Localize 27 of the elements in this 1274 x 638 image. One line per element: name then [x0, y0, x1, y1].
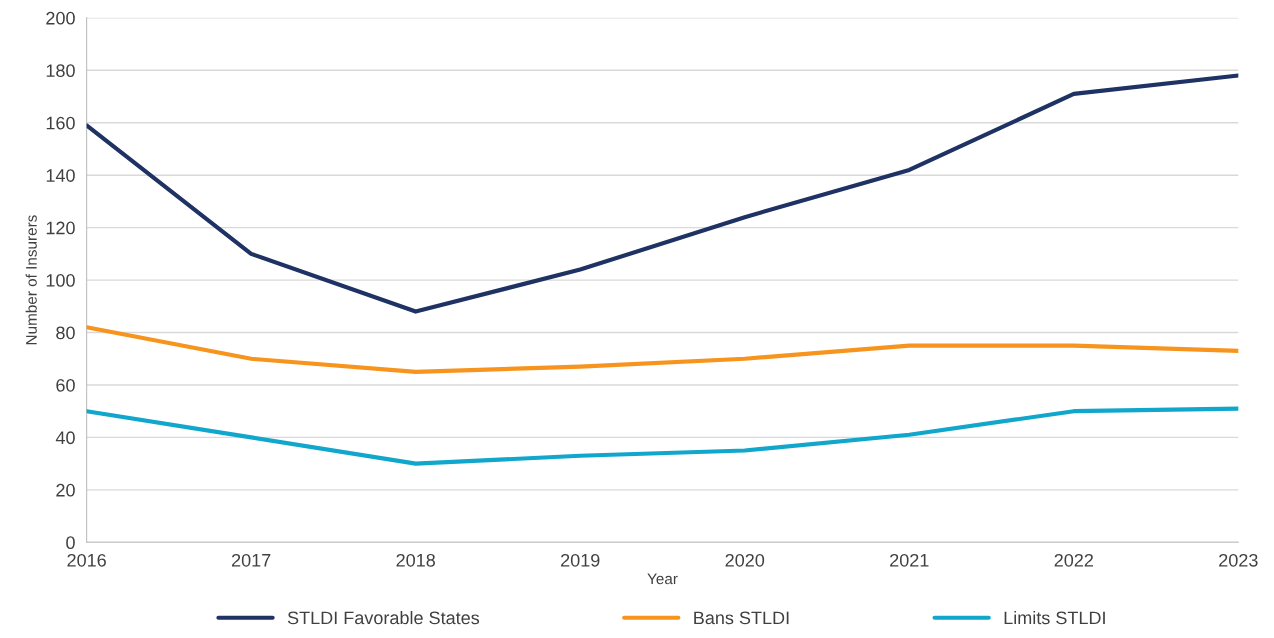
y-tick-label: 80: [56, 326, 75, 340]
y-tick-label: 100: [46, 274, 75, 287]
x-tick-label: 2016: [67, 553, 106, 567]
x-tick-label: 2017: [231, 553, 271, 567]
y-tick-label: 0: [66, 536, 75, 550]
line-series: [86, 73, 1239, 314]
x-tick-label: 2019: [561, 553, 600, 567]
legend-label: STLDI Favorable States: [287, 610, 480, 625]
line-series: [86, 406, 1239, 466]
y-tick-label: 140: [46, 169, 75, 182]
legend-label: Bans STLDI: [694, 611, 789, 625]
y-tick-label: 40: [55, 431, 75, 445]
legend-label: Limits STLDI: [1004, 610, 1105, 625]
x-tick-label: 2020: [725, 553, 765, 567]
x-tick-label: 2021: [890, 553, 929, 567]
y-tick-label: 160: [46, 116, 75, 130]
y-axis-title: Number of Insurers: [25, 215, 37, 345]
line-series: [86, 325, 1239, 374]
y-tick-label: 200: [46, 11, 75, 25]
y-tick-label: 120: [46, 221, 75, 235]
y-tick-label: 20: [56, 483, 75, 497]
y-tick-label: 60: [56, 378, 75, 392]
x-tick-label: 2022: [1054, 553, 1093, 567]
x-tick-label: 2018: [396, 553, 435, 567]
x-tick-label: 2023: [1219, 553, 1258, 567]
x-axis-title: Year: [647, 573, 678, 585]
y-tick-label: 180: [46, 64, 75, 78]
